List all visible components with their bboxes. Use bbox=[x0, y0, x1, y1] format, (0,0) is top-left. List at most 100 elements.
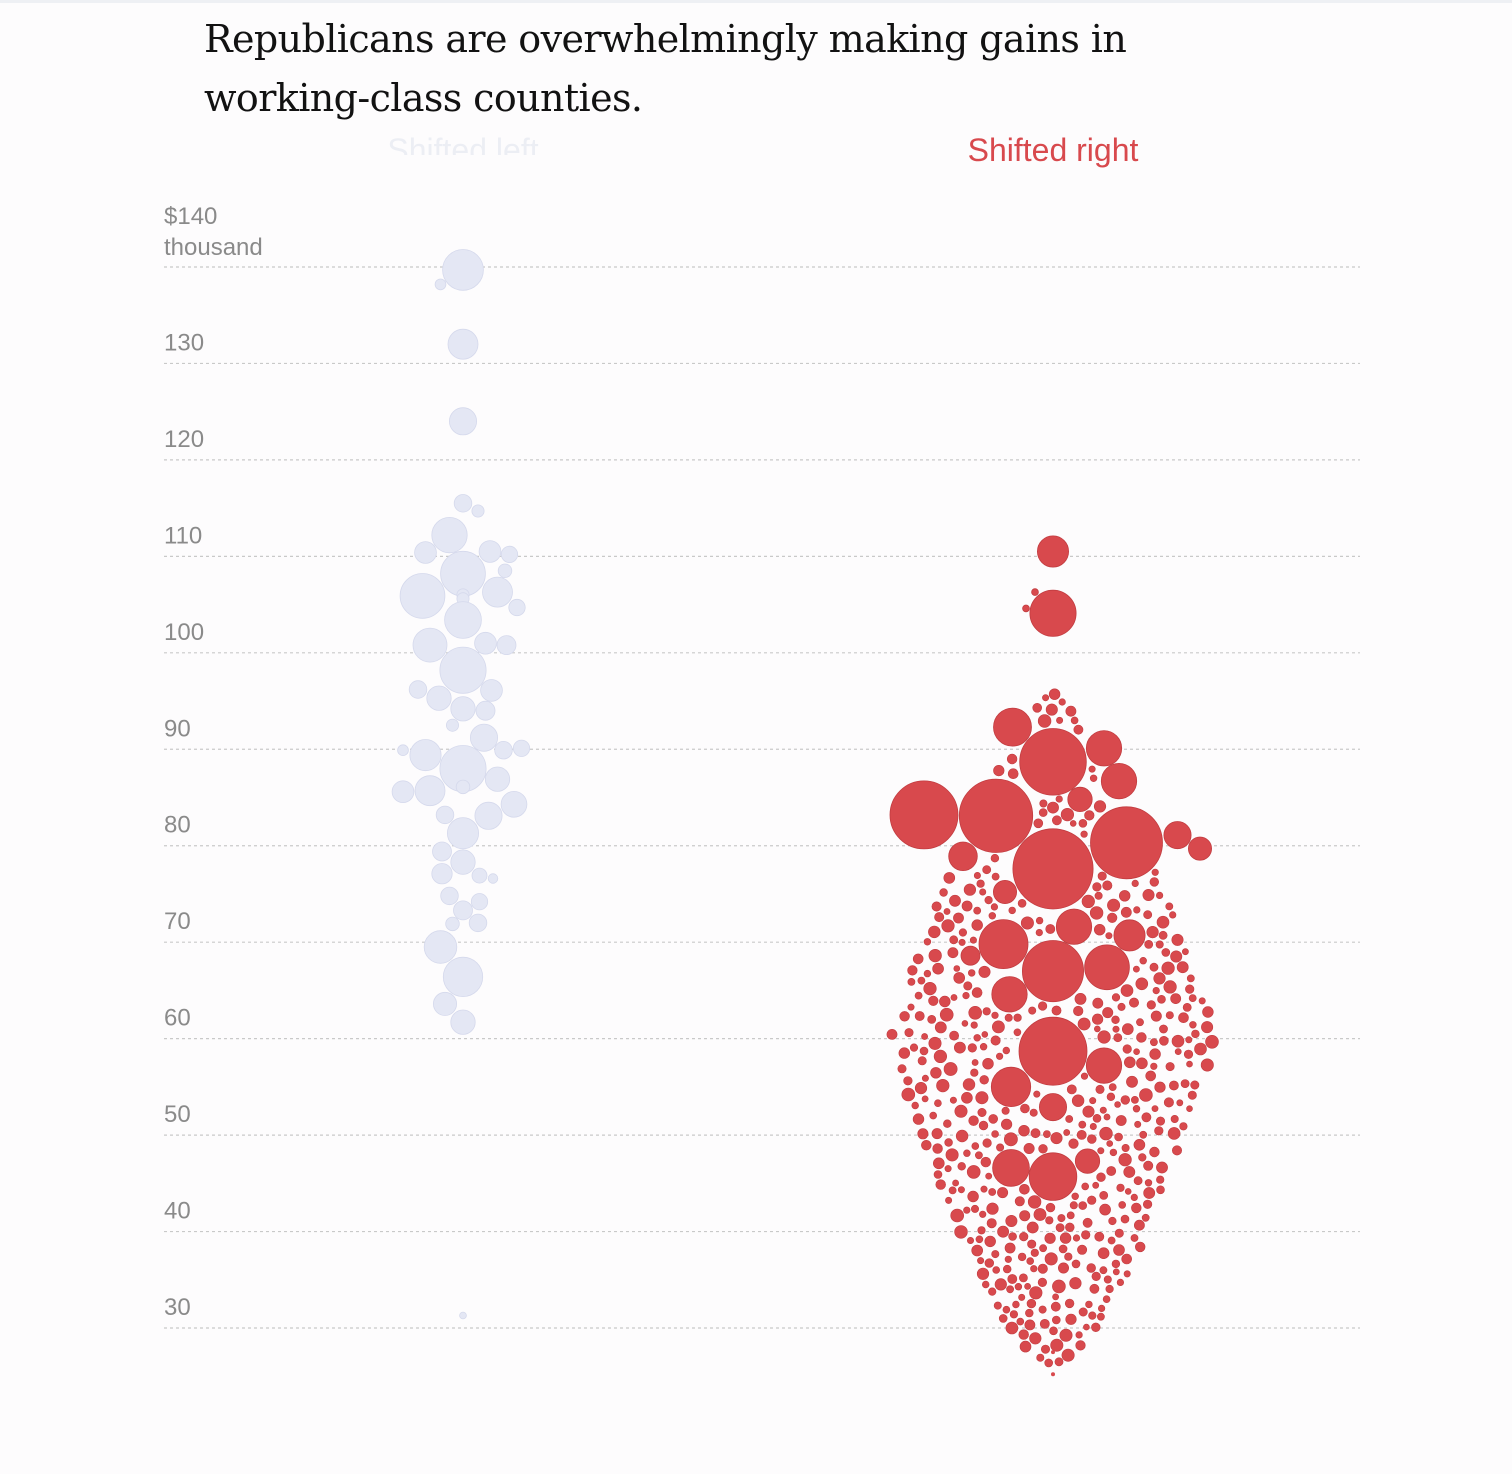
shifted-right-county-point bbox=[1149, 877, 1160, 887]
shifted-left-county-point bbox=[496, 635, 517, 655]
shifted-right-county-point bbox=[1097, 1030, 1111, 1044]
shifted-right-county-point bbox=[993, 880, 1018, 905]
shifted-right-county-point bbox=[1151, 1105, 1159, 1112]
shifted-right-county-point bbox=[1106, 1166, 1117, 1176]
shifted-right-county-point bbox=[1109, 1148, 1118, 1157]
shifted-right-county-point bbox=[1027, 1195, 1042, 1209]
shifted-right-county-point bbox=[914, 1081, 928, 1095]
shifted-right-county-point bbox=[1176, 961, 1189, 974]
shifted-left-county-point bbox=[474, 631, 497, 655]
shifted-right-county-point bbox=[1155, 891, 1164, 900]
shifted-right-county-point bbox=[949, 935, 959, 945]
shifted-right-county-point bbox=[1059, 1232, 1072, 1244]
shifted-right-county-point bbox=[1045, 1216, 1054, 1225]
shifted-right-county-point bbox=[1044, 1358, 1053, 1368]
shifted-right-county-point bbox=[1081, 1182, 1089, 1191]
y-tick-label-100: 100 bbox=[164, 619, 204, 646]
shifted-right-county-point bbox=[1035, 916, 1044, 925]
shifted-right-county-point bbox=[997, 1225, 1009, 1238]
shifted-right-county-point bbox=[1186, 1105, 1193, 1112]
shifted-right-county-point bbox=[1092, 882, 1102, 892]
shifted-left-county-point bbox=[471, 867, 488, 884]
shifted-right-swarm bbox=[886, 535, 1219, 1377]
shifted-right-county-point bbox=[969, 936, 977, 944]
shifted-right-county-point bbox=[1091, 1271, 1101, 1281]
shifted-right-county-point bbox=[1039, 1093, 1068, 1122]
shifted-right-county-point bbox=[1152, 986, 1160, 995]
shifted-left-county-point bbox=[446, 817, 479, 850]
shifted-left-county-point bbox=[475, 700, 496, 721]
shifted-right-county-point bbox=[1118, 1201, 1126, 1209]
shifted-right-county-point bbox=[1044, 1252, 1058, 1266]
shifted-right-county-point bbox=[1185, 1036, 1193, 1044]
shifted-right-county-point bbox=[1031, 588, 1039, 596]
shifted-right-county-point bbox=[914, 991, 923, 1000]
shifted-left-county-point bbox=[391, 780, 415, 803]
shifted-right-county-point bbox=[1188, 994, 1197, 1002]
shifted-right-county-point bbox=[939, 995, 951, 1008]
shifted-left-county-point bbox=[469, 723, 498, 752]
shifted-right-county-point bbox=[990, 1035, 1001, 1046]
shifted-right-county-point bbox=[1018, 1016, 1088, 1086]
shifted-right-county-point bbox=[1071, 1192, 1079, 1201]
shifted-right-county-point bbox=[1006, 1285, 1014, 1294]
shifted-right-county-point bbox=[1019, 1273, 1028, 1283]
shifted-right-county-point bbox=[1000, 1118, 1013, 1130]
shifted-right-county-point bbox=[1107, 912, 1118, 923]
shifted-right-county-point bbox=[968, 1115, 979, 1126]
shifted-right-county-point bbox=[1163, 821, 1192, 850]
shifted-right-county-point bbox=[1113, 1244, 1125, 1256]
shifted-right-county-point bbox=[1039, 1244, 1047, 1253]
shifted-right-county-point bbox=[1075, 1331, 1083, 1339]
shifted-left-county-point bbox=[432, 841, 452, 862]
shifted-right-county-point bbox=[984, 1258, 994, 1268]
shifted-right-county-point bbox=[1024, 1319, 1036, 1331]
shifted-left-county-point bbox=[468, 913, 488, 933]
y-tick-label-70: 70 bbox=[164, 908, 191, 935]
y-tick-label-80: 80 bbox=[164, 812, 191, 839]
shifted-left-county-point bbox=[397, 744, 409, 756]
shifted-right-county-point bbox=[1156, 1185, 1165, 1195]
shifted-right-county-point bbox=[1037, 714, 1052, 728]
shifted-right-county-point bbox=[1179, 1122, 1188, 1131]
shifted-right-county-point bbox=[1051, 1372, 1055, 1377]
shifted-left-swarm bbox=[391, 249, 531, 1320]
shifted-right-county-point bbox=[967, 969, 976, 977]
shifted-right-county-point bbox=[1074, 1148, 1101, 1174]
shifted-right-county-point bbox=[928, 1036, 942, 1050]
shifted-right-county-point bbox=[1159, 1024, 1168, 1034]
shifted-right-county-point bbox=[911, 1101, 919, 1110]
shifted-right-county-point bbox=[939, 1007, 954, 1022]
shifted-right-county-point bbox=[1070, 716, 1079, 725]
shifted-right-county-point bbox=[1049, 1326, 1058, 1336]
shifted-right-county-point bbox=[1092, 997, 1104, 1009]
shifted-right-county-point bbox=[1097, 1147, 1105, 1155]
shifted-right-county-point bbox=[923, 938, 932, 946]
shifted-right-county-point bbox=[1007, 1274, 1018, 1284]
shifted-right-county-point bbox=[968, 1005, 983, 1020]
shifted-right-county-point bbox=[903, 1076, 913, 1086]
shifted-right-county-point bbox=[1020, 916, 1034, 930]
shifted-right-county-point bbox=[1159, 1036, 1169, 1046]
shifted-right-county-point bbox=[994, 1278, 1007, 1291]
shifted-right-county-point bbox=[1078, 1307, 1088, 1317]
shifted-right-county-point bbox=[998, 1314, 1008, 1323]
shifted-right-county-point bbox=[977, 1108, 987, 1118]
shifted-right-county-point bbox=[979, 1210, 987, 1218]
shifted-right-county-point bbox=[970, 1204, 979, 1213]
shifted-right-county-point bbox=[1033, 1208, 1047, 1221]
shifted-right-county-point bbox=[931, 1128, 943, 1140]
shifted-right-county-point bbox=[955, 1129, 969, 1143]
shifted-right-county-point bbox=[1130, 1234, 1139, 1242]
shifted-right-county-point bbox=[1069, 820, 1077, 827]
shifted-right-county-point bbox=[939, 888, 948, 897]
shifted-right-county-point bbox=[1055, 908, 1093, 945]
shifted-left-county-point bbox=[512, 739, 531, 757]
shifted-right-county-point bbox=[1136, 1018, 1144, 1027]
shifted-right-county-point bbox=[1085, 1047, 1123, 1084]
shifted-left-county-point bbox=[414, 775, 446, 807]
shifted-left-county-point bbox=[442, 249, 484, 291]
shifted-right-county-point bbox=[1087, 1134, 1097, 1144]
shifted-right-county-point bbox=[947, 947, 959, 959]
y-tick-label-30: 30 bbox=[164, 1294, 191, 1321]
